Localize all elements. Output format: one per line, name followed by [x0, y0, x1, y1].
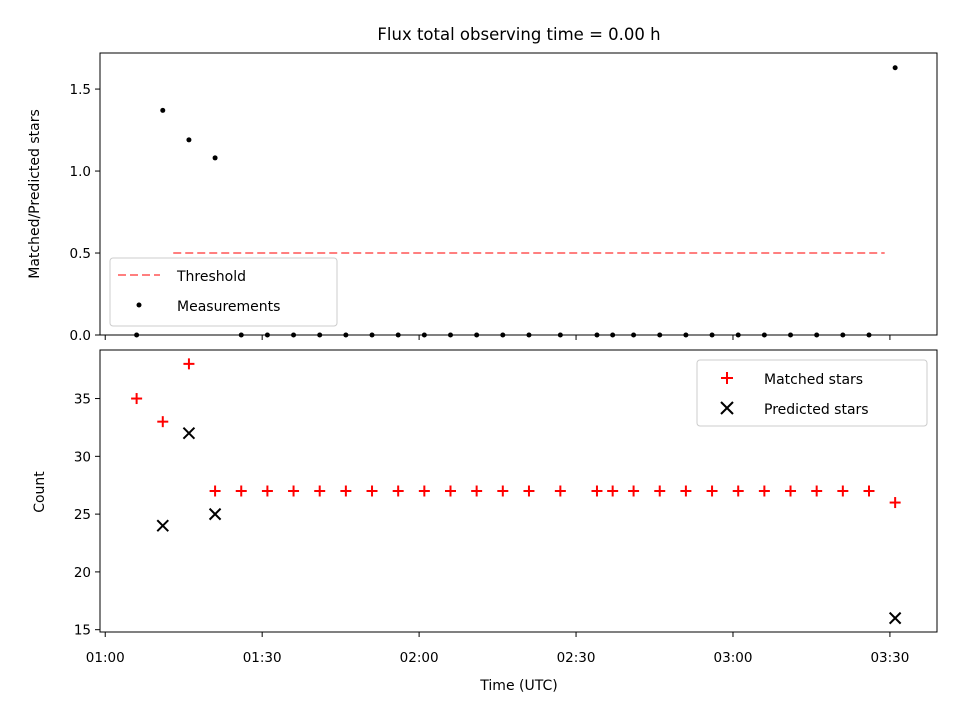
matched-star-point — [131, 393, 143, 405]
chart-title: Flux total observing time = 0.00 h — [377, 25, 660, 44]
measurement-point — [160, 107, 166, 113]
legend-measurements-swatch — [136, 302, 142, 308]
predicted-star-point — [208, 507, 222, 521]
top-plot-frame — [99, 52, 938, 336]
matched-star-point — [418, 485, 430, 497]
legend-matched-swatch — [721, 372, 733, 384]
measurement-point — [186, 137, 192, 143]
matched-star-point — [758, 485, 770, 497]
bottom-y-tick-label: 20 — [74, 565, 91, 581]
legend-threshold-label: Threshold — [176, 269, 246, 285]
top-panel: Flux total observing time = 0.00 h Match… — [27, 25, 938, 344]
bottom-y-tick-label: 30 — [74, 449, 91, 465]
bottom-panel: Count Time (UTC) 15 20 25 30 35 01:00 01:30 02… — [32, 349, 938, 694]
matched-star-point — [680, 485, 692, 497]
measurement-point — [892, 65, 898, 71]
predicted-star-point — [182, 427, 196, 440]
bottom-legend-box — [696, 359, 928, 427]
bottom-x-tick-label: 03:30 — [870, 650, 909, 666]
legend-matched-label: Matched stars — [764, 372, 863, 388]
matched-star-point — [366, 485, 378, 497]
bottom-y-tick-label: 35 — [74, 392, 91, 408]
matched-star-point — [183, 358, 195, 370]
bottom-x-tick-label: 02:00 — [400, 650, 439, 666]
matched-star-point — [392, 485, 404, 497]
bottom-x-tick-label: 01:30 — [243, 650, 282, 666]
top-legend-box — [109, 257, 338, 327]
matched-star-point — [554, 485, 566, 497]
matched-star-point — [314, 485, 326, 497]
matched-star-point — [261, 485, 273, 497]
legend-predicted-label: Predicted stars — [764, 402, 869, 418]
top-y-tick-label: 1.0 — [70, 164, 91, 180]
bottom-y-axis-label: Count — [32, 471, 48, 513]
matched-star-point — [863, 485, 875, 497]
top-y-tick-label: 0.5 — [70, 246, 91, 262]
top-y-tick-label: 1.5 — [70, 82, 91, 98]
matched-star-point — [706, 485, 718, 497]
matched-star-point — [497, 485, 509, 497]
matched-star-point — [732, 485, 744, 497]
bottom-x-tick-label: 01:00 — [86, 650, 125, 666]
bottom-x-tick-label: 03:00 — [714, 650, 753, 666]
bottom-x-tick-label: 02:30 — [557, 650, 596, 666]
top-y-tick-label: 0.0 — [70, 328, 91, 344]
matched-star-point — [444, 485, 456, 497]
predicted-star-point — [888, 611, 902, 625]
matched-star-point — [157, 416, 169, 428]
bottom-y-ticks: 15 20 25 30 35 — [74, 392, 100, 639]
top-x-ticks — [104, 335, 891, 340]
measurement-point — [212, 155, 218, 161]
bottom-x-ticks: 01:00 01:30 02:00 02:30 03:00 03:30 — [86, 632, 909, 666]
matched-star-point — [654, 485, 666, 497]
matched-star-point — [288, 485, 300, 497]
matched-star-point — [628, 485, 640, 497]
top-y-ticks: 0.0 0.5 1.0 1.5 — [70, 82, 100, 344]
bottom-marks — [131, 358, 902, 625]
bottom-y-tick-label: 25 — [74, 507, 91, 523]
matched-star-point — [209, 485, 221, 497]
top-legend: Threshold Measurements — [109, 257, 338, 327]
matched-star-point — [523, 485, 535, 497]
legend-predicted-swatch — [720, 401, 734, 415]
predicted-star-point — [156, 519, 169, 532]
matched-star-point — [811, 485, 823, 497]
bottom-y-tick-label: 15 — [74, 623, 91, 639]
matched-star-point — [837, 485, 849, 497]
matched-star-point — [235, 485, 247, 497]
matched-star-point — [591, 485, 603, 497]
x-axis-label: Time (UTC) — [479, 678, 557, 694]
top-y-axis-label: Matched/Predicted stars — [27, 109, 43, 279]
bottom-plot-frame — [99, 349, 938, 633]
matched-star-point — [785, 485, 797, 497]
matched-star-point — [889, 497, 901, 509]
matched-star-point — [471, 485, 483, 497]
legend-measurements-label: Measurements — [177, 299, 280, 315]
matched-star-point — [607, 485, 619, 497]
bottom-legend: Matched stars Predicted stars — [696, 359, 928, 427]
matched-star-point — [340, 485, 352, 497]
